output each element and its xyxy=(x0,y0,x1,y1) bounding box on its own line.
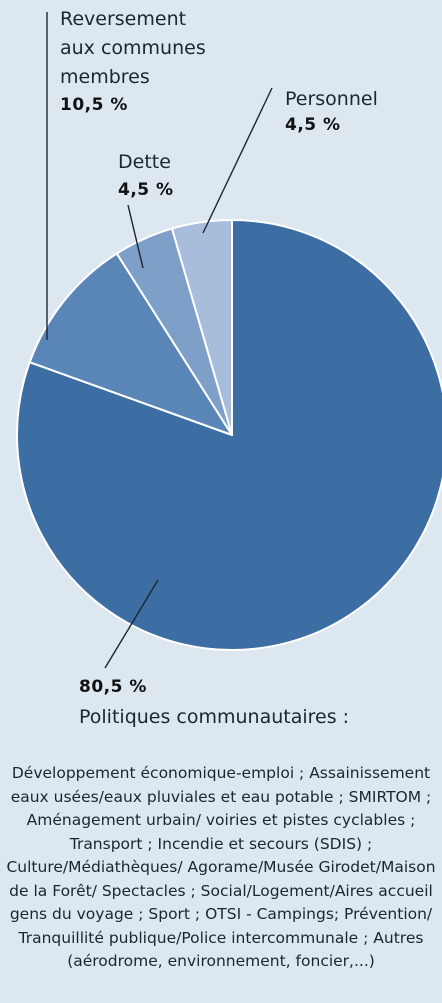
pie-slices xyxy=(16,219,442,651)
politiques-description: Développement économique-emploi ; Assain… xyxy=(6,764,436,970)
pie-slice-reversement-aux-communes-membres xyxy=(28,252,233,436)
label-politiques: Politiques communautaires : xyxy=(79,706,350,728)
leader-line-dette xyxy=(127,204,144,269)
pie-slice-personnel xyxy=(171,219,233,436)
pct-dette: 4,5 % xyxy=(118,180,174,200)
label-personnel: Personnel xyxy=(285,88,378,110)
pct-personnel: 4,5 % xyxy=(285,115,341,135)
label-reversement-line3: membres xyxy=(60,66,150,88)
label-reversement-line2: aux communes xyxy=(60,37,206,59)
label-dette: Dette xyxy=(118,151,171,173)
pie-chart xyxy=(16,12,442,669)
label-reversement-line1: Reversement xyxy=(60,8,187,30)
pct-reversement: 10,5 % xyxy=(60,95,128,115)
leader-line-personnel xyxy=(202,87,273,234)
pct-politiques: 80,5 % xyxy=(79,677,147,697)
leader-lines xyxy=(46,12,273,669)
leader-line-politiques xyxy=(104,579,159,669)
